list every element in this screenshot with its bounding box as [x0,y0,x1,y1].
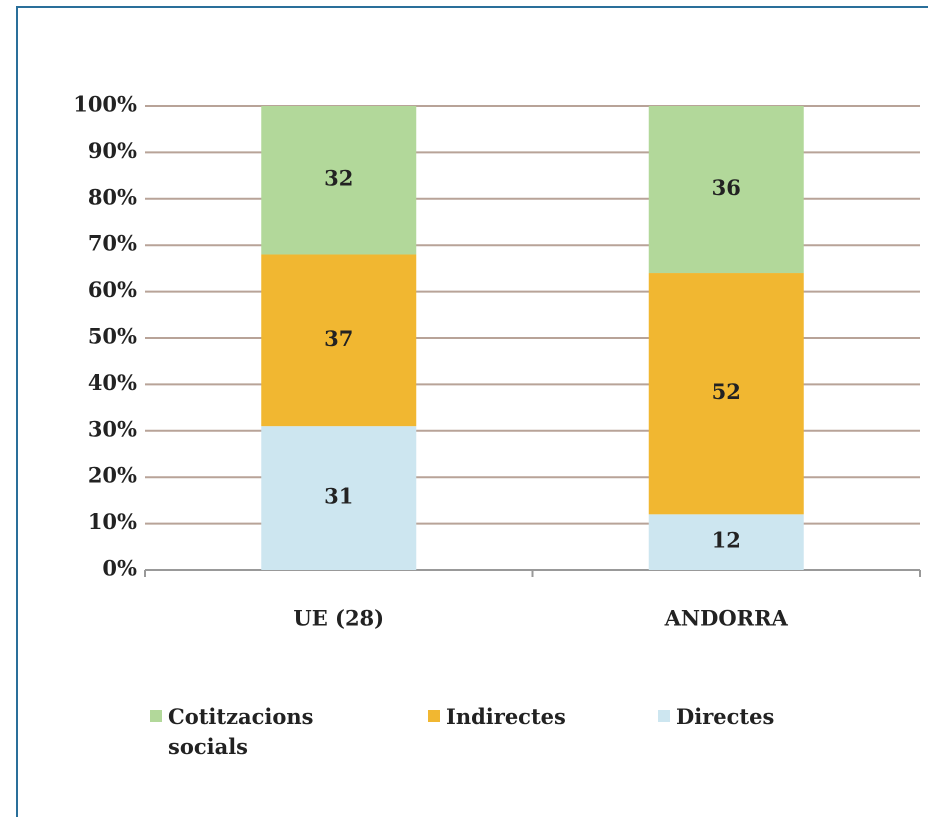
legend-swatch [658,710,670,722]
y-tick-label: 30% [88,416,137,441]
y-tick-label: 50% [88,324,137,349]
bar-segment [261,106,417,255]
legend-label: Directes [676,704,775,729]
legend-label: Indirectes [446,704,566,729]
bar-segment [648,106,804,274]
x-tick-label: UE (28) [293,606,384,631]
bar-segment [648,514,804,570]
bar-segment [261,254,417,427]
frame [16,6,928,817]
y-tick-label: 60% [88,277,137,302]
data-label: 31 [324,484,353,509]
data-label: 52 [712,379,741,404]
y-tick-label: 20% [88,463,137,488]
y-tick-label: 10% [88,509,137,534]
y-tick-label: 100% [73,92,137,117]
legend-swatch [150,710,162,722]
x-tick-label: ANDORRA [664,606,789,631]
legend: Cotitzacions socials Indirectes Directes [150,702,910,782]
legend-item: Indirectes [428,702,628,732]
y-tick-label: 80% [88,184,137,209]
data-label: 37 [324,326,353,351]
y-tick-label: 0% [102,556,137,581]
legend-item: Directes [658,702,858,732]
data-label: 36 [712,175,741,200]
data-label: 32 [324,166,353,191]
y-tick-label: 70% [88,231,137,256]
legend-label: Cotitzacions socials [168,704,314,759]
legend-item: Cotitzacions socials [150,702,370,762]
bar-segment [648,273,804,515]
data-label: 12 [712,528,741,553]
legend-swatch [428,710,440,722]
y-tick-label: 90% [88,138,137,163]
y-tick-label: 40% [88,370,137,395]
bar-segment [261,426,417,570]
